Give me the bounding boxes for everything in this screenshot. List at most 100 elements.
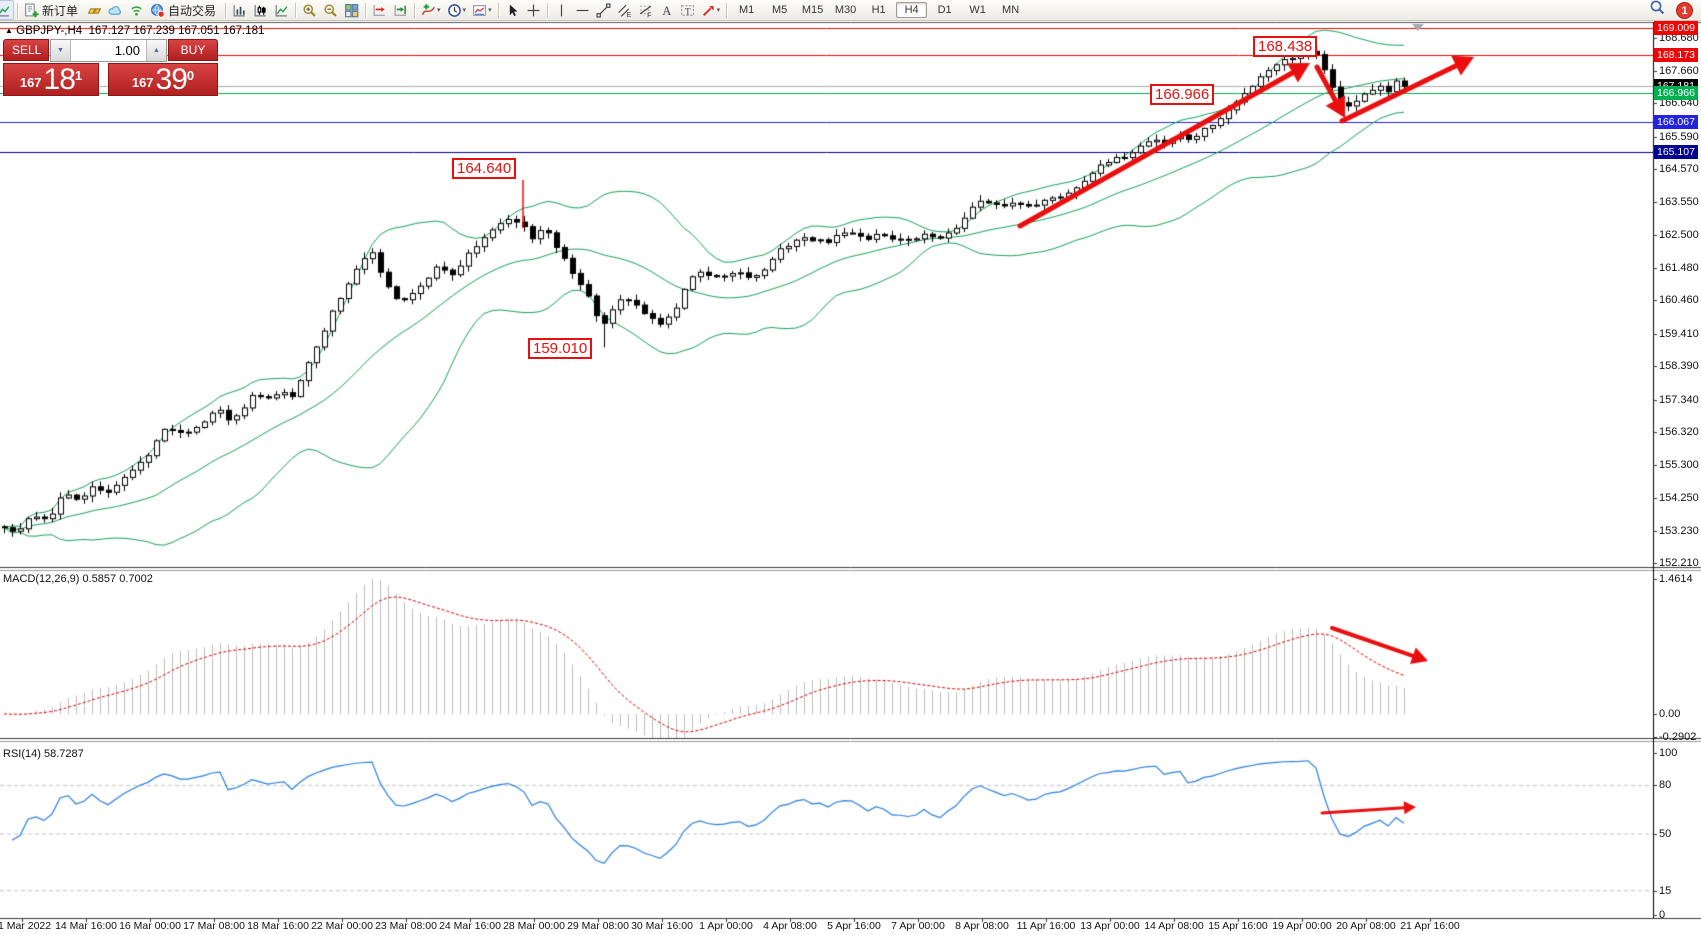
timeframe-H4[interactable]: H4 — [896, 2, 928, 18]
timeframe-D1[interactable]: D1 — [937, 4, 952, 16]
buy-price-big: 39 — [155, 63, 188, 96]
ohlc-values: 167.127 167.239 167.051 167.181 — [88, 25, 265, 37]
tile-windows-button[interactable] — [341, 0, 362, 20]
cursor-button[interactable] — [502, 0, 523, 20]
time-tick-label: 20 Apr 08:00 — [1336, 920, 1396, 932]
crosshair-button[interactable] — [523, 0, 544, 20]
toolbar-separator — [225, 2, 227, 18]
toolbar-separator — [365, 2, 367, 18]
volume-stepper: ▼ 1.00 ▲ — [50, 39, 167, 62]
buy-price-button[interactable]: 167 39 0 — [108, 63, 218, 96]
time-tick-label: 14 Mar 16:00 — [55, 920, 117, 932]
new-order-button[interactable]: 新订单 — [21, 0, 84, 20]
time-tick-label: 19 Apr 00:00 — [1272, 920, 1332, 932]
price-tick-label: 164.570 — [1659, 163, 1699, 176]
svg-text:E: E — [626, 11, 631, 17]
svg-text:T: T — [684, 6, 690, 17]
templates-button[interactable]: ▾ — [469, 0, 495, 20]
fibonacci-button[interactable]: F — [635, 0, 656, 20]
price-annotation[interactable]: 166.966 — [1150, 84, 1215, 105]
macd-label: MACD(12,26,9) 0.5857 0.7002 — [3, 573, 153, 585]
equidistant-channel-button[interactable]: E — [614, 0, 635, 20]
time-tick-label: 1 Apr 00:00 — [699, 920, 753, 932]
chart-shift-button[interactable] — [390, 0, 411, 20]
timeframe-M1[interactable]: M1 — [738, 4, 755, 16]
indicators-button[interactable]: ▾ — [418, 0, 444, 20]
price-annotation[interactable]: 159.010 — [528, 338, 593, 359]
price-tick-label: 167.660 — [1659, 64, 1699, 77]
price-annotation[interactable]: 164.640 — [452, 158, 517, 179]
search-icon[interactable] — [1649, 0, 1666, 21]
time-tick-label: 23 Mar 08:00 — [375, 920, 437, 932]
rsi-axis-label: 15 — [1659, 884, 1672, 897]
vertical-line-button[interactable] — [551, 0, 572, 20]
price-badge: 168.173 — [1654, 47, 1698, 62]
rsi-axis-label: 50 — [1659, 828, 1672, 840]
metaeditor-icon[interactable] — [84, 0, 105, 20]
community-icon[interactable] — [105, 0, 126, 20]
price-badge: 166.966 — [1654, 86, 1698, 101]
chart-line-button[interactable] — [271, 0, 292, 20]
volume-up-button[interactable]: ▲ — [146, 40, 166, 61]
price-badge: 165.107 — [1654, 145, 1698, 160]
sell-price-prefix: 167 — [19, 75, 42, 90]
symbol-label: GBPJPY-,H4 — [16, 25, 83, 37]
chart-title: ▲ GBPJPY-,H4 167.127 167.239 167.051 167… — [5, 25, 264, 37]
time-tick-label: 24 Mar 16:00 — [439, 920, 501, 932]
buy-button[interactable]: BUY — [168, 39, 218, 61]
trendline-button[interactable] — [593, 0, 614, 20]
price-tick-label: 163.550 — [1659, 195, 1699, 208]
chart-candles-button[interactable] — [250, 0, 271, 20]
price-tick-label: 153.230 — [1659, 524, 1699, 537]
timeframe-MN[interactable]: MN — [1002, 4, 1020, 16]
symbol-marker-icon: ▲ — [5, 26, 13, 35]
text-label-button[interactable]: T — [677, 0, 698, 20]
time-tick-label: 18 Mar 16:00 — [247, 920, 309, 932]
sell-button[interactable]: SELL — [3, 39, 49, 61]
toolbar-separator — [497, 2, 499, 18]
timeframe-H1[interactable]: H1 — [871, 4, 886, 16]
signals-icon[interactable] — [126, 0, 147, 20]
time-tick-label: 11 Mar 2022 — [0, 920, 52, 932]
notification-badge[interactable]: 1 — [1676, 1, 1693, 19]
one-click-trading-panel: SELL ▼ 1.00 ▲ BUY 167 18 1 167 39 0 — [3, 39, 218, 96]
rsi-axis-label: 100 — [1659, 747, 1678, 759]
zoom-in-button[interactable] — [299, 0, 320, 20]
sell-price-button[interactable]: 167 18 1 — [3, 63, 99, 96]
price-tick-label: 166.640 — [1659, 97, 1699, 110]
timeframe-M15[interactable]: M15 — [801, 4, 824, 16]
zoom-out-button[interactable] — [320, 0, 341, 20]
chart-profile-icon[interactable] — [0, 0, 14, 20]
text-button[interactable]: A — [656, 0, 677, 20]
sell-price-big: 18 — [43, 63, 76, 96]
time-tick-label: 13 Apr 00:00 — [1080, 920, 1140, 932]
auto-scroll-button[interactable] — [369, 0, 390, 20]
svg-text:A: A — [662, 3, 671, 17]
macd-axis-label: -0.2902 — [1659, 731, 1697, 743]
toolbar-separator — [546, 2, 548, 18]
time-tick-label: 29 Mar 08:00 — [567, 920, 629, 932]
timeframe-W1[interactable]: W1 — [969, 4, 986, 16]
price-annotation[interactable]: 168.438 — [1253, 36, 1318, 57]
price-tick-label: 168.680 — [1659, 32, 1699, 45]
volume-down-button[interactable]: ▼ — [51, 40, 71, 61]
autotrading-button[interactable]: 自动交易 — [147, 0, 222, 20]
time-tick-label: 16 Mar 00:00 — [119, 920, 181, 932]
arrows-button[interactable]: ▾ — [698, 0, 724, 20]
timeframe-M5[interactable]: M5 — [771, 4, 788, 16]
horizontal-line-button[interactable] — [572, 0, 593, 20]
rsi-axis-label: 0 — [1659, 909, 1666, 921]
macd-axis-label: 1.4614 — [1659, 573, 1693, 585]
volume-value[interactable]: 1.00 — [114, 43, 140, 58]
periods-button[interactable]: ▾ — [444, 0, 470, 20]
macd-axis-label: 0.00 — [1659, 708, 1681, 720]
chart-bars-button[interactable] — [229, 0, 250, 20]
time-tick-label: 5 Apr 16:00 — [827, 920, 881, 932]
timeframe-M30[interactable]: M30 — [834, 4, 857, 16]
price-tick-label: 165.590 — [1659, 130, 1699, 143]
buy-price-prefix: 167 — [131, 75, 154, 90]
time-tick-label: 4 Apr 08:00 — [763, 920, 817, 932]
toolbar: 新订单 自动交易 ▾ ▾ ▾ E F A T ▾ M1 M5 M15 M30 H1 H4 D1 W1 MN 1 — [0, 0, 1701, 21]
